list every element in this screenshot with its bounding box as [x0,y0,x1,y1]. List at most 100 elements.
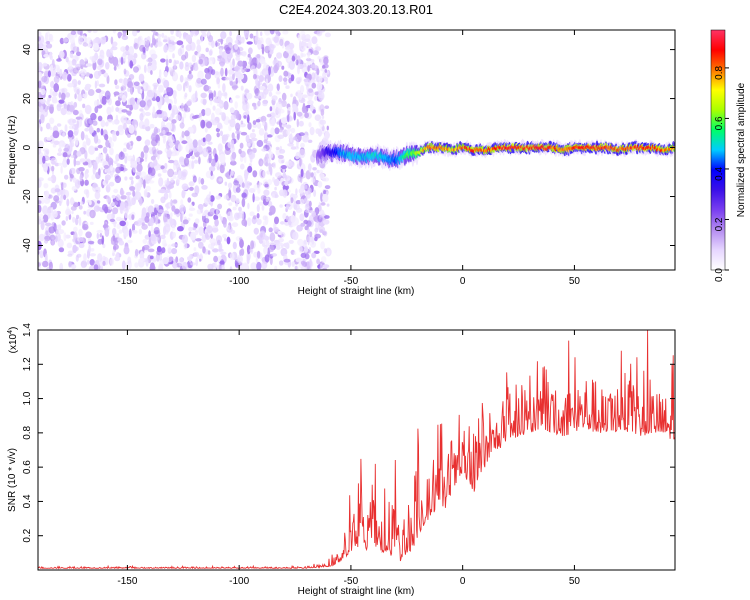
noise-speckle [73,231,78,241]
noise-speckle [100,128,104,136]
noise-speckle [81,264,85,268]
noise-speckle [253,227,259,235]
noise-speckle [295,257,303,263]
noise-speckle [280,165,287,170]
noise-speckle [179,61,184,70]
noise-speckle [121,209,124,214]
noise-speckle [48,33,54,41]
noise-speckle [114,79,118,86]
x-tick-label: 50 [569,276,581,287]
noise-speckle [265,239,270,248]
noise-speckle [86,43,92,48]
noise-speckle [104,90,111,100]
noise-speckle [172,263,178,269]
noise-speckle [286,177,294,184]
noise-speckle [198,156,201,165]
noise-speckle [264,215,269,226]
noise-speckle [136,163,143,173]
noise-speckle [264,254,270,263]
noise-speckle [249,211,255,217]
noise-speckle [298,188,304,194]
noise-speckle [98,83,106,88]
noise-speckle [306,60,312,66]
spectrogram-y-ticks: 40 20 0 -20 -40 [22,44,675,253]
noise-speckle [76,167,81,175]
noise-speckle [150,262,155,270]
noise-speckle [54,188,61,193]
noise-speckle [291,222,296,227]
noise-speckle [225,47,231,54]
noise-speckle [116,233,120,238]
noise-speckle [42,260,49,268]
noise-speckle [124,155,128,164]
noise-speckle [283,70,289,77]
noise-speckle [278,260,284,266]
noise-speckle [160,234,166,240]
noise-speckle [230,154,236,163]
noise-speckle [50,81,55,88]
noise-speckle [120,190,124,196]
noise-speckle [235,198,240,204]
noise-speckle [131,214,135,221]
noise-speckle [234,40,239,44]
noise-speckle [281,244,284,249]
noise-speckle [97,115,103,122]
noise-speckle [114,256,121,262]
noise-speckle [219,130,223,137]
noise-speckle [129,60,133,69]
noise-speckle [296,118,299,128]
noise-speckle [73,226,78,232]
noise-speckle [84,104,92,115]
noise-speckle [263,88,269,95]
noise-speckle [40,41,47,50]
noise-speckle [193,247,197,252]
noise-speckle [109,218,116,222]
noise-speckle [61,87,68,94]
noise-speckle [230,114,237,121]
noise-speckle [218,178,223,182]
noise-speckle [112,41,118,47]
noise-speckle [239,249,242,256]
noise-speckle [206,225,213,234]
noise-speckle [87,161,93,168]
noise-speckle [58,146,62,155]
noise-speckle [113,119,120,125]
noise-speckle [109,258,115,266]
noise-speckle [120,56,124,65]
noise-speckle [42,205,49,215]
noise-speckle [157,150,163,155]
noise-speckle [113,188,119,194]
noise-speckle [308,246,312,255]
noise-speckle [113,201,119,206]
snr-line [38,330,675,570]
noise-speckle [280,221,285,225]
snr-x-ticks: -150 -100 -50 0 50 [117,330,580,587]
noise-speckle [274,186,277,191]
snr-multiplier-base: (x10 [8,333,19,353]
noise-speckle [66,206,70,214]
noise-speckle [168,256,174,262]
noise-speckle [316,68,320,76]
noise-speckle [156,245,162,253]
noise-speckle [188,254,192,263]
noise-speckle [82,103,86,109]
noise-speckle [257,91,265,100]
noise-speckle [180,102,184,112]
noise-speckle [213,255,219,263]
noise-speckle [194,218,200,224]
noise-speckle [182,112,187,119]
noise-speckle [185,153,191,159]
noise-speckle [92,120,98,126]
noise-speckle [40,85,47,90]
noise-speckle [169,41,177,45]
noise-speckle [65,215,69,222]
noise-speckle [274,265,278,270]
noise-speckle [234,43,239,50]
noise-speckle [204,218,210,224]
noise-speckle [143,179,146,189]
noise-speckle [70,30,77,36]
noise-speckle [52,90,58,97]
noise-speckle [301,94,308,98]
noise-speckle [62,38,69,43]
noise-speckle [116,223,121,229]
